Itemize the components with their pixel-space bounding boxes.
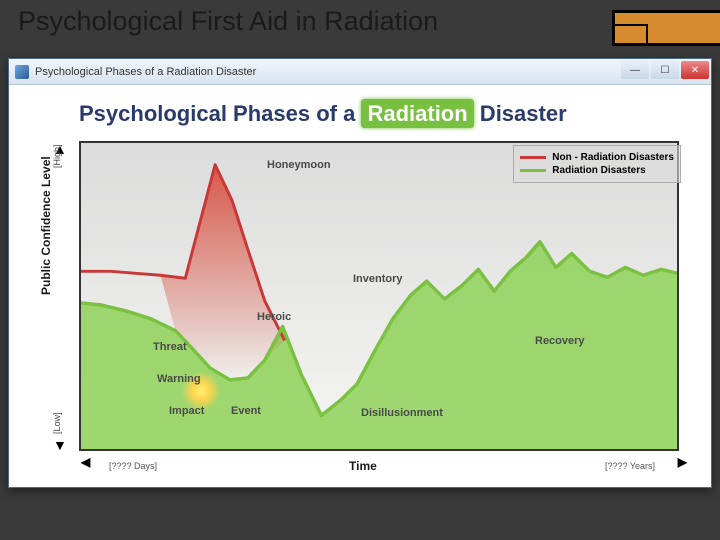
chart-container: Psychological Phases of a Radiation Disa… (9, 85, 711, 487)
phase-label-heroic: Heroic (257, 311, 291, 323)
y-axis-label: Public Confidence Level (39, 156, 53, 295)
chart-plot-area: Threat Warning Impact Event Heroic Honeymoon I… (79, 141, 679, 451)
legend-swatch-non-radiation (520, 156, 546, 159)
phase-label-inventory: Inventory (353, 273, 403, 285)
chart-legend: Non - Radiation Disasters Radiation Disa… (513, 145, 681, 183)
phase-label-honeymoon: Honeymoon (267, 159, 331, 171)
slide-title: Psychological First Aid in Radiation (18, 6, 438, 37)
legend-row-non-radiation: Non - Radiation Disasters (520, 152, 674, 163)
y-axis-low-label: [Low] (52, 412, 62, 434)
legend-swatch-radiation (520, 169, 546, 172)
chart-title-highlight: Radiation (361, 99, 473, 128)
window-titlebar[interactable]: Psychological Phases of a Radiation Disa… (9, 59, 711, 85)
x-axis-left-tick: [???? Days] (109, 461, 157, 471)
chart-title: Psychological Phases of a Radiation Disa… (79, 101, 691, 127)
phase-label-threat: Threat (153, 341, 187, 353)
phase-label-event: Event (231, 405, 261, 417)
window-title: Psychological Phases of a Radiation Disa… (35, 66, 256, 78)
x-axis-arrow-right-icon: ▶ (678, 455, 687, 469)
y-axis-high-label: [High] (52, 144, 62, 168)
disaster-phases-window: Psychological Phases of a Radiation Disa… (8, 58, 712, 488)
close-button[interactable]: ✕ (681, 61, 709, 79)
app-icon (15, 65, 29, 79)
minimize-button[interactable]: — (621, 61, 649, 79)
legend-row-radiation: Radiation Disasters (520, 165, 674, 176)
phase-label-disillusionment: Disillusionment (361, 407, 443, 419)
phase-label-impact: Impact (169, 405, 204, 417)
slide-accent-inner (612, 24, 648, 46)
legend-label-non-radiation: Non - Radiation Disasters (552, 152, 674, 163)
maximize-button[interactable]: ☐ (651, 61, 679, 79)
x-axis-label: Time (349, 459, 377, 473)
y-axis-arrow-down-icon: ▼ (53, 437, 67, 453)
x-axis-right-tick: [???? Years] (605, 461, 655, 471)
chart-title-part2: Disaster (474, 101, 567, 126)
phase-label-recovery: Recovery (535, 335, 585, 347)
chart-svg (81, 143, 677, 449)
chart-title-part1: Psychological Phases of a (79, 101, 361, 126)
legend-label-radiation: Radiation Disasters (552, 165, 645, 176)
x-axis-arrow-left-icon: ◀ (81, 455, 90, 469)
phase-label-warning: Warning (157, 373, 201, 385)
